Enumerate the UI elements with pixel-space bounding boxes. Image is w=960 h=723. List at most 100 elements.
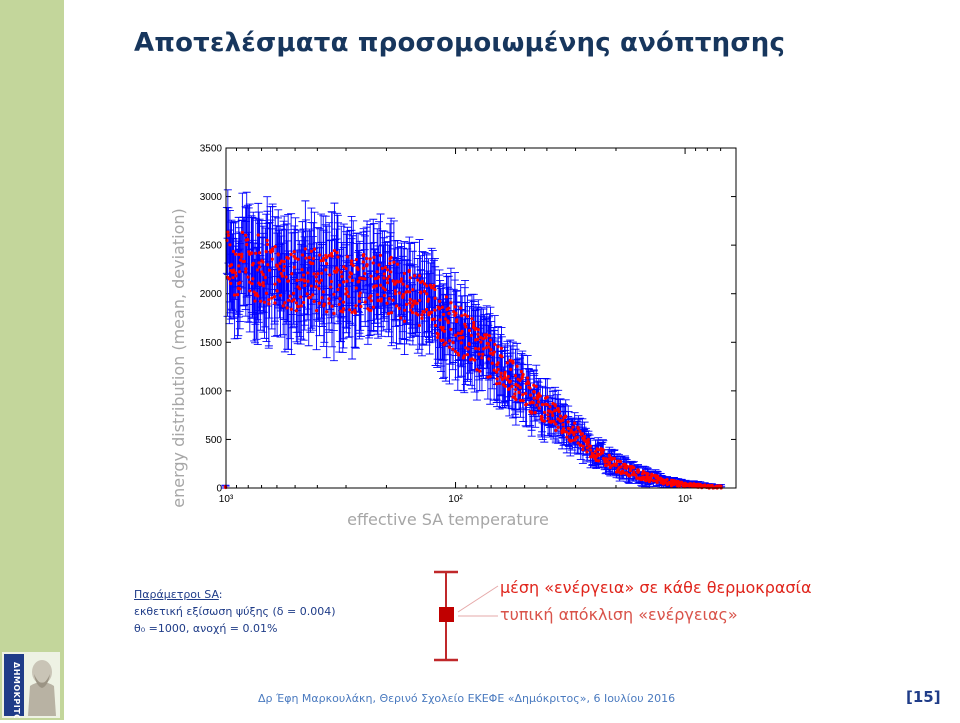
mean-point	[579, 443, 583, 447]
mean-point	[499, 371, 503, 375]
mean-point	[255, 268, 260, 272]
mean-point	[507, 387, 511, 391]
mean-point	[231, 249, 236, 254]
mean-point	[382, 276, 386, 280]
mean-point	[303, 283, 307, 288]
mean-point	[603, 463, 608, 467]
mean-point	[532, 383, 536, 387]
mean-point	[349, 259, 354, 263]
mean-point	[532, 390, 536, 394]
mean-point	[233, 271, 238, 275]
mean-point	[238, 280, 242, 285]
mean-point	[294, 309, 298, 313]
mean-point	[322, 256, 326, 260]
mean-point	[276, 253, 280, 257]
mean-point	[330, 254, 334, 258]
mean-point	[258, 282, 262, 287]
footer: Δρ Έφη Μαρκουλάκη, Θερινό Σχολείο ΕΚΕΦΕ …	[258, 692, 676, 705]
mean-point	[401, 282, 405, 286]
mean-point	[289, 252, 293, 256]
mean-point	[329, 279, 334, 284]
mean-point	[317, 281, 322, 285]
mean-point	[320, 271, 324, 275]
mean-point	[593, 450, 598, 454]
mean-point	[650, 472, 654, 476]
mean-point	[451, 341, 455, 345]
mean-point	[237, 264, 241, 268]
mean-point	[425, 292, 429, 296]
mean-point	[556, 417, 560, 421]
mean-point	[470, 357, 474, 361]
mean-point	[535, 403, 539, 407]
mean-point	[516, 384, 520, 388]
mean-point	[642, 475, 646, 479]
mean-point	[419, 290, 423, 294]
mean-point	[299, 295, 303, 299]
mean-point	[441, 338, 445, 342]
mean-point	[246, 237, 250, 242]
mean-point	[566, 420, 570, 424]
mean-point	[405, 284, 409, 288]
mean-point	[353, 309, 357, 313]
mean-point	[402, 271, 407, 276]
mean-point	[265, 238, 269, 243]
mean-point	[264, 250, 268, 254]
mean-point	[365, 263, 369, 267]
mean-point	[299, 304, 303, 308]
mean-point	[557, 410, 561, 414]
mean-point	[500, 355, 504, 359]
mean-point	[300, 253, 305, 257]
mean-point	[528, 393, 533, 397]
mean-point	[270, 257, 274, 261]
mean-point	[545, 395, 549, 399]
mean-point	[363, 300, 367, 304]
mean-point	[505, 378, 510, 382]
mean-point	[492, 350, 496, 354]
mean-point	[316, 272, 320, 276]
mean-point	[339, 270, 343, 274]
mean-point	[401, 292, 406, 297]
mean-point	[460, 329, 464, 333]
mean-point	[292, 250, 296, 254]
mean-point	[417, 323, 422, 328]
mean-point	[424, 307, 429, 312]
mean-point	[336, 255, 340, 259]
mean-point	[374, 284, 379, 288]
mean-point	[280, 274, 285, 278]
mean-point	[422, 289, 427, 293]
mean-point	[409, 308, 413, 312]
params-heading: Παράμετροι SA	[134, 588, 219, 601]
mean-point	[286, 279, 290, 283]
mean-point	[336, 268, 340, 272]
mean-point	[304, 256, 308, 260]
mean-point	[520, 376, 524, 380]
mean-point	[649, 475, 653, 479]
mean-point	[545, 403, 549, 407]
mean-point	[257, 251, 262, 255]
mean-point	[369, 294, 373, 298]
mean-point	[371, 261, 375, 265]
mean-point	[244, 267, 248, 271]
mean-point	[311, 293, 315, 297]
mean-point	[530, 410, 534, 414]
mean-point	[341, 310, 345, 314]
mean-point	[273, 301, 277, 305]
mean-point	[275, 289, 279, 293]
mean-point	[262, 300, 267, 304]
mean-point	[410, 310, 415, 315]
mean-point	[408, 290, 412, 294]
mean-point	[524, 403, 528, 407]
mean-point	[328, 273, 332, 277]
mean-point	[677, 484, 682, 488]
mean-point	[338, 297, 342, 301]
mean-point	[351, 263, 355, 268]
mean-point	[488, 338, 493, 342]
mean-point	[580, 432, 584, 436]
mean-point	[640, 477, 644, 481]
mean-point	[467, 329, 472, 333]
mean-point	[596, 448, 600, 452]
mean-point	[564, 430, 568, 434]
mean-point	[500, 377, 504, 381]
mean-point	[476, 332, 480, 336]
mean-point	[408, 301, 412, 305]
